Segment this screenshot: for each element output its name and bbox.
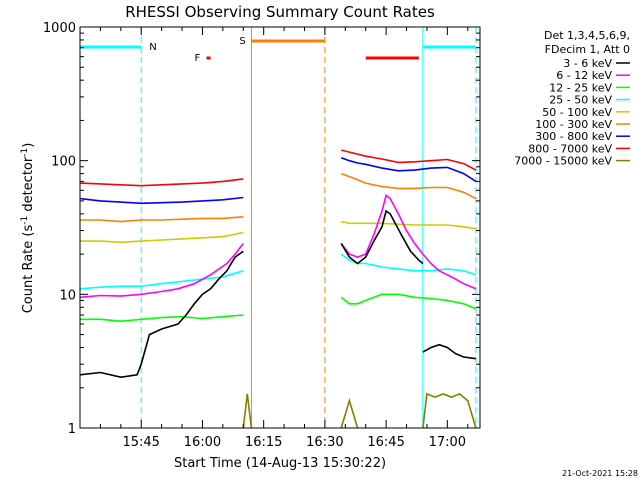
plot-frame <box>79 26 481 429</box>
series-3-6-kev <box>79 209 477 379</box>
saa-flag-label: S <box>239 36 245 47</box>
legend-entry-label: 100 - 300 keV <box>535 118 612 131</box>
x-axis-label: Start Time (14-Aug-13 15:30:22) <box>174 456 386 471</box>
series-line <box>340 397 359 429</box>
series-50-100-kev <box>80 220 477 244</box>
legend-entry-label: 3 - 6 keV <box>563 57 612 70</box>
series-line <box>80 216 244 223</box>
series-line <box>340 293 477 310</box>
legend-entry-label: 800 - 7000 keV <box>528 142 612 155</box>
night-flag-label: N <box>149 42 156 53</box>
series-line <box>80 231 244 244</box>
legend-entry-label: 50 - 100 keV <box>542 106 612 119</box>
series-line <box>79 250 244 379</box>
legend-entry-label: 7000 - 15000 keV <box>514 155 612 168</box>
legend-entry-label: 300 - 800 keV <box>535 130 612 143</box>
series-line <box>340 194 477 290</box>
y-tick-label: 1000 <box>43 21 76 36</box>
chart-title: RHESSI Observing Summary Count Rates <box>125 3 435 21</box>
series-line <box>242 393 253 429</box>
x-tick-label: 17:00 <box>429 435 466 450</box>
series-line <box>80 314 244 323</box>
y-tick-label: 10 <box>59 288 76 303</box>
x-tick-label: 15:45 <box>122 435 159 450</box>
legend: Det 1,3,4,5,6,9,FDecim 1, Att 03 - 6 keV… <box>514 29 630 168</box>
series-line <box>340 157 477 183</box>
series-line <box>340 209 424 265</box>
series-12-25-kev <box>80 293 477 323</box>
axes-layer: 15:45 16:00 16:15 16:30 16:45 17:00 1 10 100 1000 <box>43 21 481 450</box>
series-7000-15000-kev <box>242 392 477 429</box>
series-layer <box>79 149 477 429</box>
footer-timestamp: 21-Oct-2021 15:28 <box>562 469 638 478</box>
series-line <box>79 243 244 299</box>
series-line <box>340 253 477 276</box>
legend-entry-label: 12 - 25 keV <box>549 81 612 94</box>
series-25-50-kev <box>79 253 477 290</box>
series-line <box>79 270 244 290</box>
series-line <box>422 392 477 429</box>
legend-entry-label: 6 - 12 keV <box>556 69 612 82</box>
series-line <box>340 172 477 200</box>
x-tick-label: 16:15 <box>245 435 282 450</box>
series-line <box>341 220 477 230</box>
x-tick-label: 16:45 <box>367 435 404 450</box>
x-tick-label: 16:00 <box>184 435 221 450</box>
series-300-800-kev <box>79 157 477 205</box>
series-800-7000-kev <box>79 149 477 187</box>
series-line <box>422 343 477 360</box>
series-100-300-kev <box>80 172 477 223</box>
flag-layer: N S F <box>79 27 477 428</box>
y-axis-label: Count Rate (s-1 detector-1) <box>20 143 36 314</box>
legend-header: Det 1,3,4,5,6,9, <box>544 29 630 42</box>
y-tick-label: 100 <box>51 155 76 170</box>
series-6-12-kev <box>79 194 477 299</box>
flare-flag-label: F <box>195 53 201 64</box>
y-tick-label: 1 <box>68 422 76 437</box>
legend-header: FDecim 1, Att 0 <box>545 43 630 56</box>
legend-entry-label: 25 - 50 keV <box>549 94 612 107</box>
x-tick-label: 16:30 <box>306 435 343 450</box>
series-line <box>341 149 477 171</box>
series-line <box>79 178 244 187</box>
series-line <box>79 196 244 205</box>
